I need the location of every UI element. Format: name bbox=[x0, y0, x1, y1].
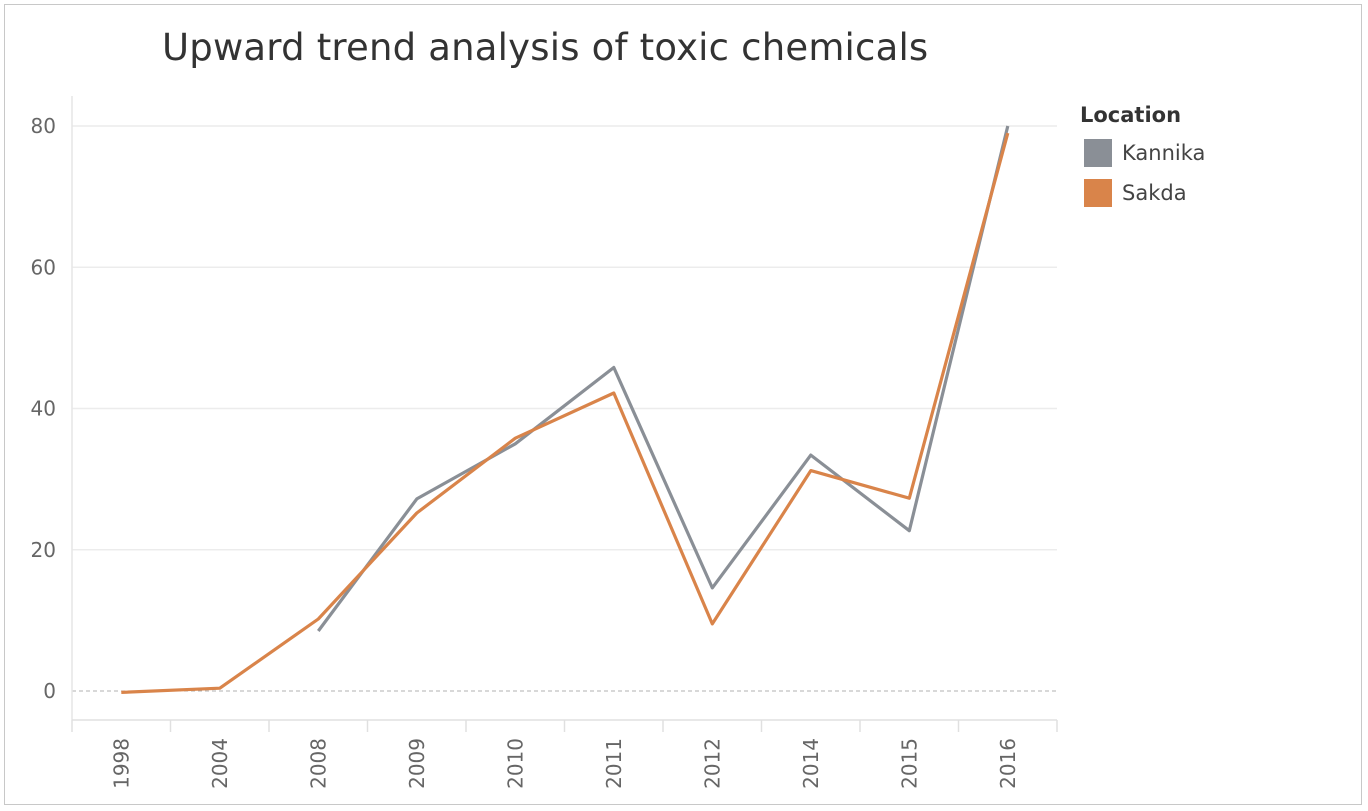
y-tick-label: 0 bbox=[43, 679, 56, 703]
legend-label: Sakda bbox=[1122, 181, 1187, 205]
x-tick-label: 2009 bbox=[405, 738, 429, 789]
legend-item-kannika[interactable]: Kannika bbox=[1080, 133, 1205, 173]
legend-items: Kannika Sakda bbox=[1080, 133, 1205, 213]
chart-title: Upward trend analysis of toxic chemicals bbox=[162, 26, 929, 69]
x-tick-label: 2012 bbox=[700, 738, 724, 789]
legend: Location Kannika Sakda bbox=[1080, 103, 1205, 213]
legend-label: Kannika bbox=[1122, 141, 1206, 165]
series-lines bbox=[121, 125, 1010, 694]
legend-item-sakda[interactable]: Sakda bbox=[1080, 173, 1205, 213]
series-line-sakda bbox=[121, 132, 1010, 694]
axes bbox=[71, 96, 1058, 732]
y-tick-label: 60 bbox=[31, 255, 56, 279]
y-tick-labels: 0 20 40 60 80 bbox=[31, 114, 56, 703]
y-tick-label: 80 bbox=[31, 114, 56, 138]
y-tick-label: 40 bbox=[31, 397, 56, 421]
x-tick-label: 2016 bbox=[996, 738, 1020, 789]
chart-frame bbox=[4, 4, 1362, 805]
y-tick-label: 20 bbox=[31, 538, 56, 562]
legend-title: Location bbox=[1080, 103, 1182, 127]
legend-swatch bbox=[1084, 179, 1112, 207]
x-tick-label: 2015 bbox=[897, 738, 921, 789]
series-line-kannika bbox=[317, 125, 1010, 632]
x-tick-label: 2014 bbox=[799, 738, 823, 789]
x-tick-label: 2010 bbox=[503, 738, 527, 789]
legend-swatch bbox=[1084, 139, 1112, 167]
grid-lines bbox=[72, 125, 1057, 692]
x-tick-labels: 1998 2004 2008 2009 2010 2011 2012 2014 2015 2016 bbox=[109, 738, 1020, 789]
x-tick-label: 2011 bbox=[602, 738, 626, 789]
x-tick-label: 1998 bbox=[109, 738, 133, 789]
x-tick-label: 2004 bbox=[208, 738, 232, 789]
x-tick-label: 2008 bbox=[306, 738, 330, 789]
